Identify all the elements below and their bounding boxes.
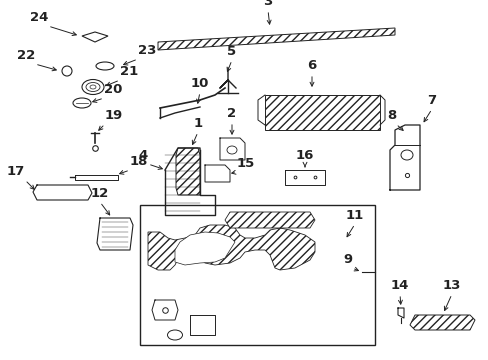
Text: 24: 24: [30, 11, 48, 24]
Polygon shape: [148, 225, 314, 270]
Text: 1: 1: [193, 117, 202, 130]
Polygon shape: [158, 28, 394, 50]
Text: 2: 2: [227, 107, 236, 120]
Text: 6: 6: [307, 59, 316, 72]
Text: 20: 20: [104, 83, 122, 96]
Text: 14: 14: [390, 279, 408, 292]
Text: 11: 11: [345, 209, 364, 222]
Text: 18: 18: [130, 155, 148, 168]
Text: 8: 8: [386, 109, 395, 122]
Text: 3: 3: [263, 0, 272, 8]
Text: 10: 10: [190, 77, 209, 90]
Polygon shape: [175, 232, 235, 265]
Text: 15: 15: [237, 157, 255, 170]
Text: 12: 12: [91, 187, 109, 200]
Bar: [140, 205, 374, 345]
Text: 19: 19: [105, 109, 123, 122]
Polygon shape: [224, 212, 314, 228]
Text: 7: 7: [427, 94, 436, 107]
Text: 17: 17: [7, 165, 25, 178]
Polygon shape: [409, 315, 474, 330]
Text: 13: 13: [442, 279, 460, 292]
Polygon shape: [264, 95, 379, 130]
Text: 4: 4: [139, 149, 148, 162]
Text: 9: 9: [342, 253, 351, 266]
Text: 23: 23: [138, 44, 156, 57]
Text: 22: 22: [17, 49, 35, 62]
Text: 21: 21: [120, 65, 138, 78]
Text: 16: 16: [295, 149, 314, 162]
Polygon shape: [176, 148, 200, 195]
Text: 5: 5: [227, 45, 236, 58]
